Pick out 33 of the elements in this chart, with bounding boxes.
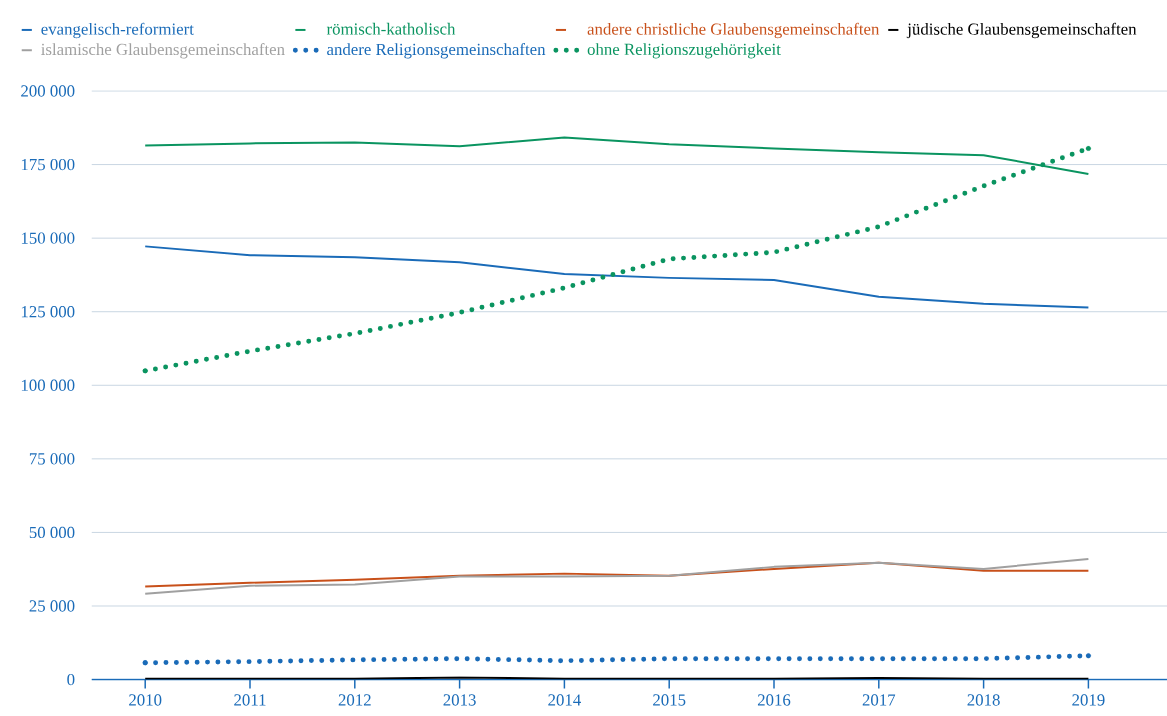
y-tick-label: 50 000 bbox=[29, 526, 75, 539]
legend-label: evangelisch-reformiert bbox=[41, 22, 194, 39]
y-tick-label: 100 000 bbox=[21, 379, 75, 391]
x-tick-label: 2016 bbox=[757, 694, 791, 706]
y-tick-label: 125 000 bbox=[21, 305, 75, 318]
line-series bbox=[144, 245, 1090, 309]
y-tick-label: 150 000 bbox=[21, 232, 75, 244]
y-tick-label: 200 000 bbox=[21, 85, 75, 97]
x-tick-label: 2018 bbox=[967, 694, 1000, 706]
point bbox=[142, 660, 148, 666]
legend-label: römisch-katholisch bbox=[326, 22, 456, 35]
point bbox=[1085, 145, 1091, 151]
point bbox=[142, 368, 148, 374]
legend-label: andere christliche Glaubensgemeinschaften bbox=[587, 22, 880, 39]
x-tick-label: 2013 bbox=[443, 694, 476, 706]
x-tick-label: 2014 bbox=[548, 694, 581, 706]
point bbox=[1085, 653, 1091, 659]
x-tick-label: 2015 bbox=[653, 694, 686, 706]
line-series bbox=[144, 557, 1090, 595]
y-tick-label: 75 000 bbox=[29, 453, 75, 465]
legend-label: ohne Religionszugehörigkeit bbox=[587, 43, 781, 59]
line-series bbox=[144, 561, 1090, 588]
y-tick-label: 25 000 bbox=[29, 600, 75, 612]
legend-label: islamische Glaubensgemeinschaften bbox=[41, 42, 285, 59]
y-tick-label: 0 bbox=[67, 673, 75, 686]
x-tick-label: 2017 bbox=[862, 694, 896, 706]
y-tick-label: 175 000 bbox=[21, 158, 75, 171]
x-tick-label: 2010 bbox=[129, 694, 162, 706]
x-tick-label: 2012 bbox=[338, 694, 371, 706]
legend-label: andere Religionsgemeinschaften bbox=[327, 42, 546, 59]
x-tick-label: 2019 bbox=[1072, 694, 1105, 706]
legend-label: jüdische Glaubensgemeinschaften bbox=[906, 22, 1137, 39]
x-tick-label: 2011 bbox=[234, 694, 266, 706]
